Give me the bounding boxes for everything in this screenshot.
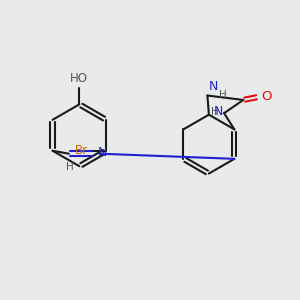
Text: N: N	[214, 105, 224, 118]
Text: Br: Br	[75, 144, 88, 157]
Text: O: O	[262, 91, 272, 103]
Text: H: H	[66, 162, 74, 172]
Text: N: N	[97, 146, 107, 159]
Text: H: H	[219, 90, 226, 100]
Text: H: H	[211, 107, 219, 117]
Text: HO: HO	[70, 72, 88, 85]
Text: N: N	[209, 80, 218, 93]
